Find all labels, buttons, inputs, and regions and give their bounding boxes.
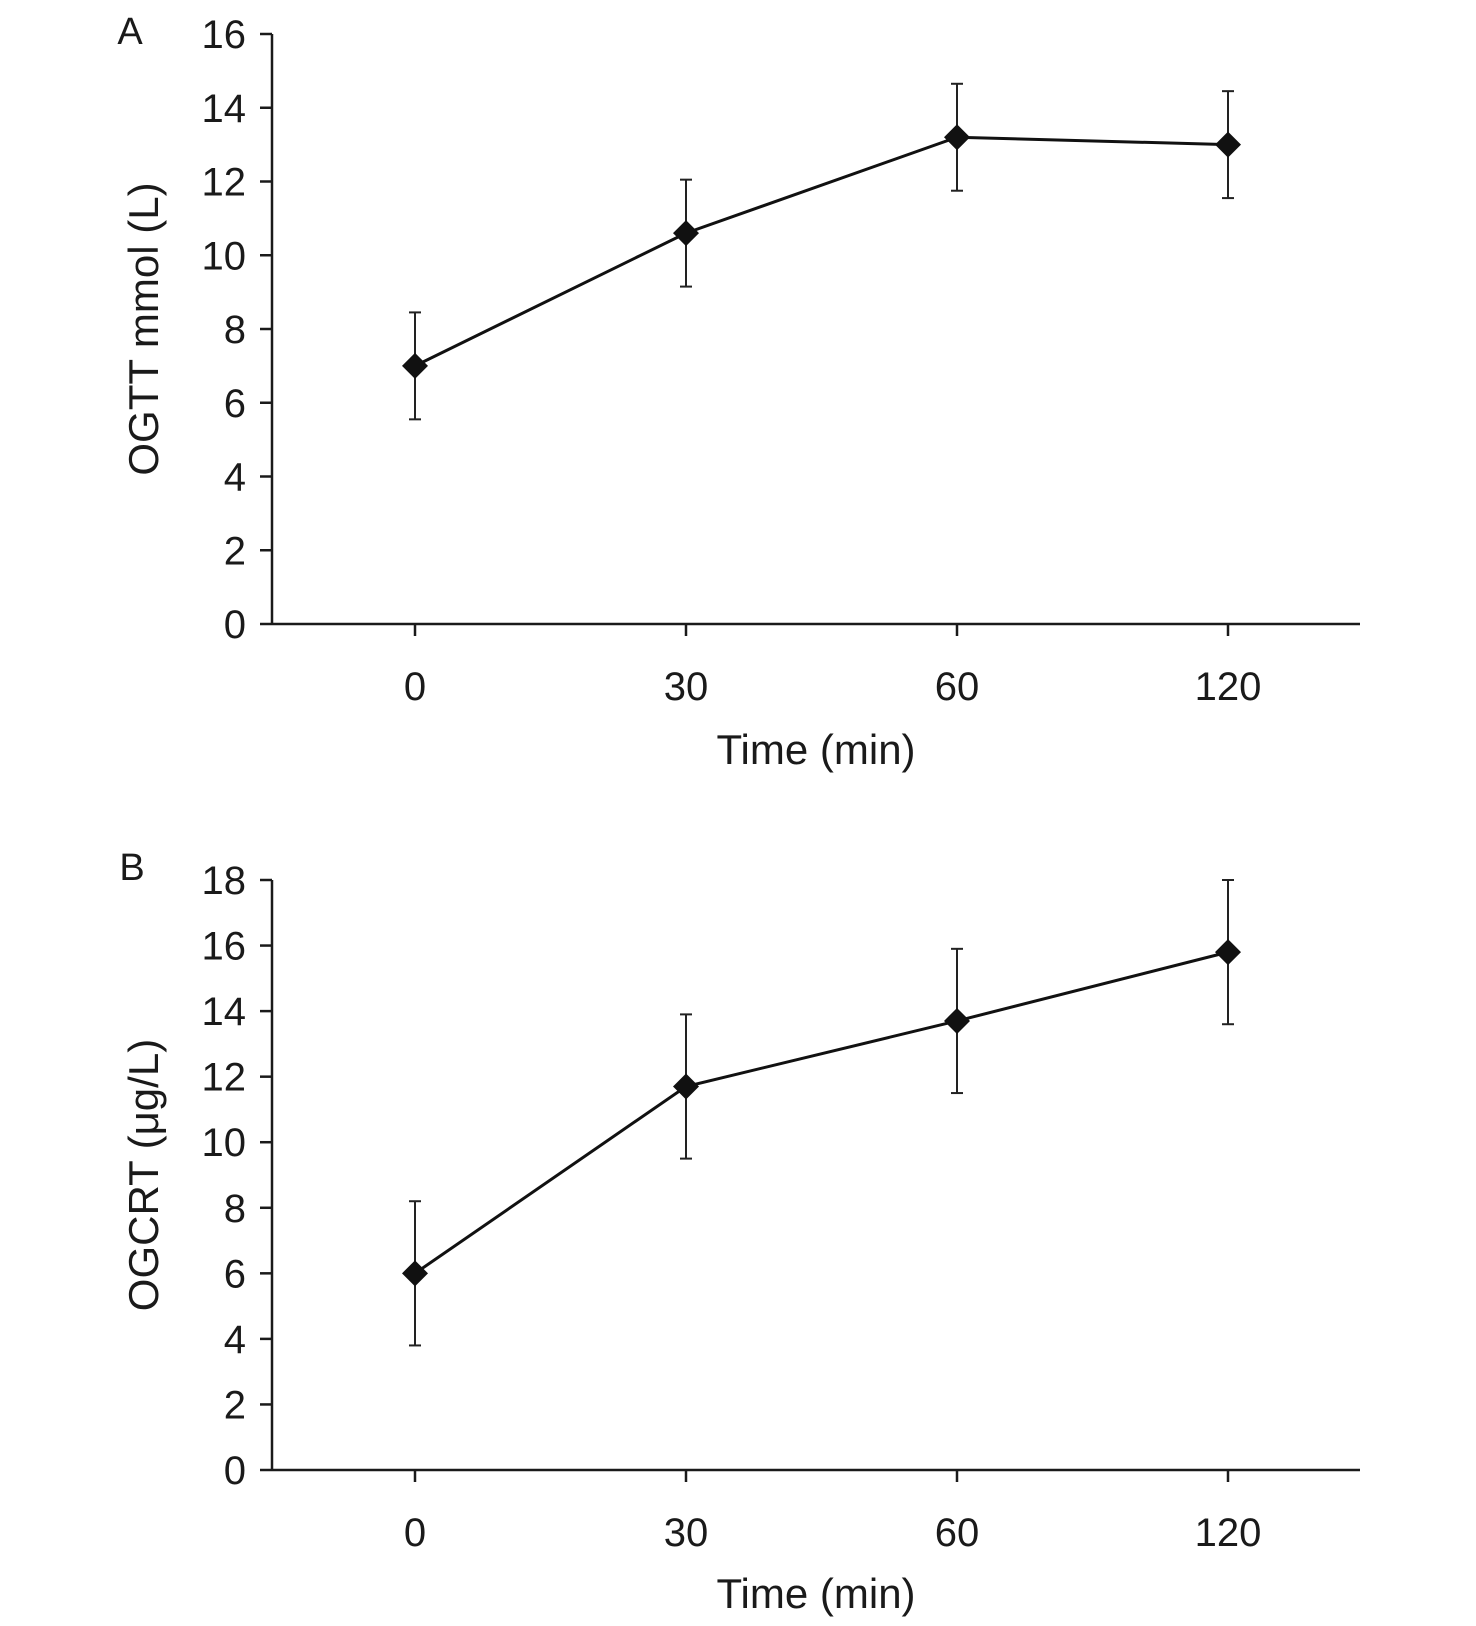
y-tick-label: 12 [202,1056,247,1100]
x-tick-label: 0 [404,665,426,709]
y-tick-label: 10 [202,234,247,278]
series-line [414,135,1229,368]
series-line [414,950,1229,1275]
x-axis-title: Time (min) [716,726,915,773]
y-tick-label: 10 [202,1121,247,1165]
y-tick-label: 4 [224,1318,246,1362]
x-tick-label: 60 [935,1511,980,1555]
data-point-marker [944,1007,970,1034]
x-tick-label: 0 [404,1511,426,1555]
panel-label: A [117,11,143,53]
y-tick-label: 4 [224,456,246,500]
y-tick-label: 8 [224,1187,246,1231]
y-tick-label: 16 [202,925,247,969]
y-tick-label: 14 [202,990,247,1034]
x-tick-label: 120 [1195,665,1262,709]
data-point-marker [673,220,699,247]
data-point-marker [1215,131,1241,158]
y-tick-label: 14 [202,87,247,131]
y-axis-title: OGTT mmol (L) [120,182,167,475]
y-tick-label: 6 [224,1252,246,1296]
data-point-marker [402,352,428,379]
data-point-marker [944,124,970,151]
y-tick-label: 2 [224,529,246,573]
y-tick-label: 16 [202,13,247,57]
y-tick-label: 12 [202,161,247,205]
y-tick-label: 18 [202,859,247,903]
x-tick-label: 60 [935,665,980,709]
y-tick-label: 2 [224,1383,246,1427]
x-tick-label: 120 [1195,1511,1262,1555]
y-tick-label: 0 [224,603,246,647]
data-point-marker [402,1260,428,1287]
y-tick-label: 8 [224,308,246,352]
x-tick-label: 30 [664,665,709,709]
chart-panel-b: B 0 2 4 6 8 10 12 14 16 18 0 30 60 120 Time (min) OGCRT … [119,847,1360,1617]
data-point-marker [1215,939,1241,966]
panel-label: B [119,847,144,889]
x-axis-title: Time (min) [716,1570,915,1617]
y-tick-label: 6 [224,382,246,426]
chart-panel-a: A 0 2 4 6 8 10 12 14 16 0 30 60 120 Time (min) OGTT mmo… [117,11,1360,773]
x-tick-label: 30 [664,1511,709,1555]
y-tick-label: 0 [224,1449,246,1493]
y-axis-title: OGCRT (μg/L) [120,1039,167,1311]
data-point-marker [673,1073,699,1100]
